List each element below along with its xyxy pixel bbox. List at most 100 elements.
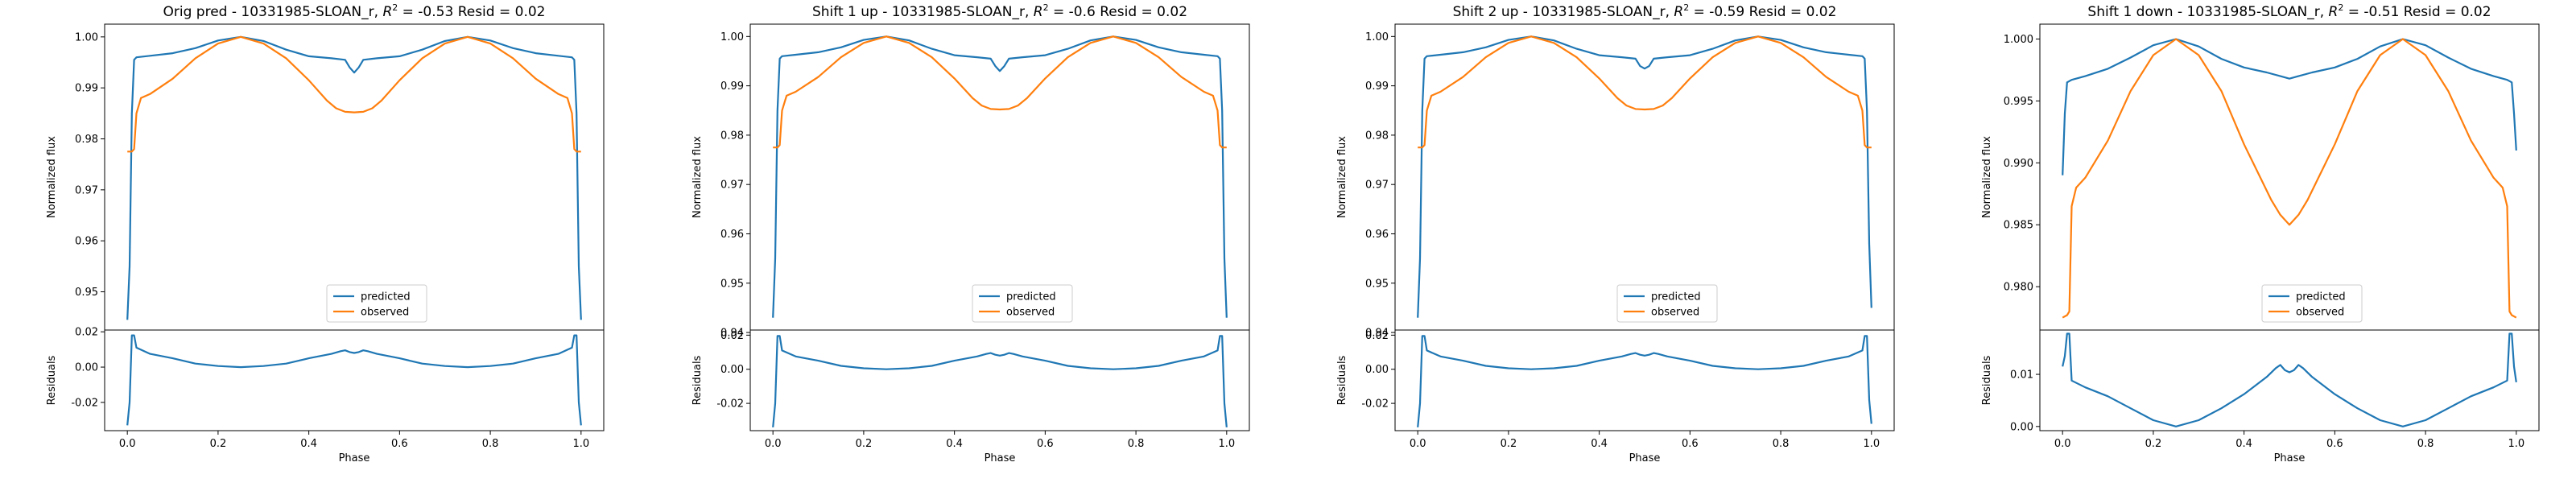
flux-ytick-label: 0.980 xyxy=(2004,282,2033,294)
xtick-label: 0.6 xyxy=(391,438,408,450)
flux-ytick-label: 0.98 xyxy=(1365,130,1389,142)
series-residuals xyxy=(2062,332,2517,427)
xtick-label: 0.2 xyxy=(1501,438,1517,450)
series-predicted xyxy=(126,35,582,320)
residual-ytick-label: 0.02 xyxy=(75,327,98,339)
x-axis-label: Phase xyxy=(2274,452,2306,464)
residual-ytick-label: 0.00 xyxy=(75,362,98,374)
chart-panel-1: Orig pred - 10331985-SLOAN_r, R2 = -0.53… xyxy=(46,2,605,464)
flux-ytick-label: 0.995 xyxy=(2004,96,2033,108)
residual-ytick-label: 0.01 xyxy=(2010,369,2033,382)
xtick-label: 0.4 xyxy=(946,438,963,450)
legend: predicted observed xyxy=(326,284,427,323)
residual-ytick-label: 0.00 xyxy=(2010,421,2033,433)
series-predicted xyxy=(1417,35,1872,318)
residual-axes-frame xyxy=(749,329,1250,431)
flux-ytick-label: 0.97 xyxy=(75,184,98,196)
series-observed xyxy=(1418,35,1872,149)
xtick-label: 0.6 xyxy=(1037,438,1054,450)
residual-ytick-label: 0.02 xyxy=(1365,330,1389,342)
residual-axes-frame xyxy=(2039,329,2540,431)
flux-axis-label: Normalized flux xyxy=(1981,136,1993,218)
legend: predicted observed xyxy=(1616,284,1718,323)
series-residuals xyxy=(126,334,582,426)
xtick-label: 0.4 xyxy=(1591,438,1608,450)
residual-axes-frame xyxy=(104,329,605,431)
series-residuals xyxy=(772,335,1228,427)
legend-label-observed: observed xyxy=(1006,307,1055,319)
series-observed xyxy=(127,35,581,153)
flux-ytick-label: 0.99 xyxy=(1365,80,1389,93)
legend-label-predicted: predicted xyxy=(1006,291,1056,303)
residual-axes-frame xyxy=(1394,329,1895,431)
flux-ytick-label: 0.97 xyxy=(720,180,744,192)
flux-ytick-label: 0.985 xyxy=(2004,220,2033,232)
flux-ytick-label: 0.98 xyxy=(720,130,744,142)
flux-ytick-label: 1.000 xyxy=(2004,34,2033,46)
series-residuals xyxy=(1417,335,1872,427)
xtick-label: 0.6 xyxy=(1682,438,1699,450)
flux-axis-label: Normalized flux xyxy=(1336,136,1348,218)
flux-axes-frame xyxy=(2039,23,2540,331)
flux-ytick-label: 0.96 xyxy=(1365,229,1389,241)
residual-axis-label: Residuals xyxy=(1981,355,1993,405)
legend-box xyxy=(326,284,427,323)
flux-ytick-label: 0.96 xyxy=(75,236,98,248)
legend-label-predicted: predicted xyxy=(361,291,411,303)
xtick-label: 0.8 xyxy=(1773,438,1790,450)
legend-label-observed: observed xyxy=(2296,307,2344,319)
xtick-label: 0.0 xyxy=(1410,438,1426,450)
residual-ytick-label: 0.00 xyxy=(720,364,744,376)
flux-ytick-label: 0.95 xyxy=(1365,278,1389,290)
chart-panel-3: Shift 2 up - 10331985-SLOAN_r, R2 = -0.5… xyxy=(1336,2,1895,464)
xtick-label: 0.8 xyxy=(1128,438,1145,450)
xtick-label: 0.4 xyxy=(300,438,317,450)
flux-ytick-label: 0.95 xyxy=(75,287,98,299)
residual-axis-label: Residuals xyxy=(691,355,704,405)
chart-title: Orig pred - 10331985-SLOAN_r, R2 = -0.53… xyxy=(163,2,546,20)
flux-ytick-label: 0.94 xyxy=(720,328,744,340)
series-observed xyxy=(773,35,1227,149)
xtick-label: 0.2 xyxy=(2145,438,2162,450)
flux-ytick-label: 1.00 xyxy=(720,31,744,43)
flux-ytick-label: 0.99 xyxy=(75,83,98,95)
flux-ytick-label: 1.00 xyxy=(1365,31,1389,43)
chart-title: Shift 2 up - 10331985-SLOAN_r, R2 = -0.5… xyxy=(1453,2,1837,20)
flux-ytick-label: 0.95 xyxy=(720,278,744,290)
xtick-label: 0.8 xyxy=(482,438,499,450)
legend-label-predicted: predicted xyxy=(1651,291,1701,303)
flux-axis-label: Normalized flux xyxy=(691,136,704,218)
xtick-label: 1.0 xyxy=(1218,438,1235,450)
xtick-label: 1.0 xyxy=(2508,438,2524,450)
flux-ytick-label: 0.98 xyxy=(75,134,98,146)
xtick-label: 0.8 xyxy=(2417,438,2434,450)
flux-axes-frame xyxy=(104,23,605,331)
residual-ytick-label: -0.02 xyxy=(1361,398,1389,411)
x-axis-label: Phase xyxy=(985,452,1016,464)
residual-ytick-label: -0.02 xyxy=(71,397,98,409)
series-observed xyxy=(2062,38,2517,319)
x-axis-label: Phase xyxy=(339,452,370,464)
chart-title: Shift 1 up - 10331985-SLOAN_r, R2 = -0.6… xyxy=(812,2,1187,20)
legend-box xyxy=(1616,284,1718,323)
legend-box xyxy=(2261,284,2363,323)
xtick-label: 1.0 xyxy=(1863,438,1880,450)
flux-ytick-label: 1.00 xyxy=(75,31,98,43)
xtick-label: 0.2 xyxy=(210,438,227,450)
legend-label-predicted: predicted xyxy=(2296,291,2346,303)
residual-ytick-label: 0.00 xyxy=(1365,364,1389,376)
residual-ytick-label: 0.02 xyxy=(720,330,744,342)
residual-axis-label: Residuals xyxy=(46,355,58,405)
chart-title: Shift 1 down - 10331985-SLOAN_r, R2 = -0… xyxy=(2087,2,2491,20)
xtick-label: 0.6 xyxy=(2326,438,2343,450)
flux-ytick-label: 0.990 xyxy=(2004,158,2033,170)
chart-panel-4: Shift 1 down - 10331985-SLOAN_r, R2 = -0… xyxy=(1981,2,2540,464)
flux-ytick-label: 0.96 xyxy=(720,229,744,241)
flux-ytick-label: 0.99 xyxy=(720,80,744,93)
xtick-label: 1.0 xyxy=(572,438,589,450)
legend-box xyxy=(972,284,1073,323)
legend: predicted observed xyxy=(972,284,1073,323)
legend-label-observed: observed xyxy=(1651,307,1699,319)
